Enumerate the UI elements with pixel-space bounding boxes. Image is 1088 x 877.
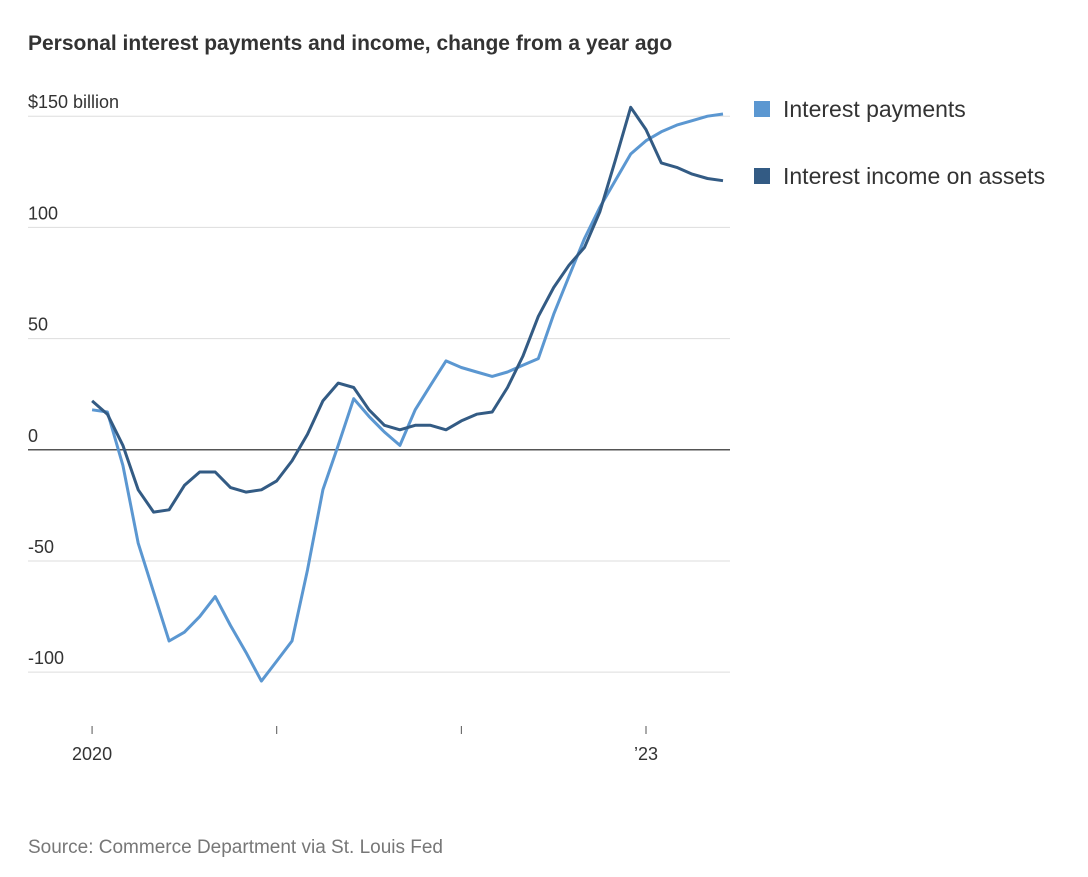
legend-swatch — [754, 168, 770, 184]
x-tick-label: 2020 — [72, 744, 112, 764]
legend-label: Interest income on assets — [783, 163, 1045, 189]
series-line — [91, 112, 724, 683]
y-tick-label: 50 — [28, 315, 48, 335]
x-tick-label: ’23 — [634, 744, 658, 764]
y-tick-label: $150 billion — [28, 92, 119, 112]
y-tick-label: 100 — [28, 203, 58, 223]
chart-title: Personal interest payments and income, c… — [28, 32, 672, 55]
y-tick-label: 0 — [28, 426, 38, 446]
source: Source: Commerce Department via St. Loui… — [28, 837, 443, 858]
legend-label: Interest payments — [783, 96, 966, 122]
y-tick-label: -50 — [28, 537, 54, 557]
legend-swatch — [754, 101, 770, 117]
y-tick-label: -100 — [28, 648, 64, 668]
series-line — [91, 105, 724, 514]
